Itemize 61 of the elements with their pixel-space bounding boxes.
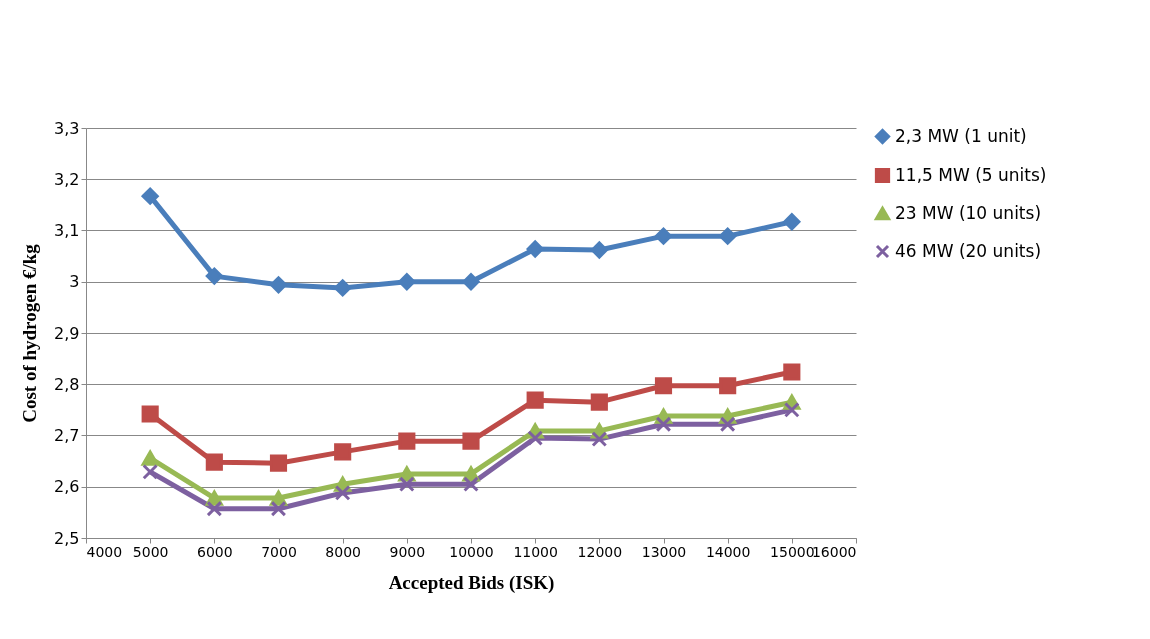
y-tick-label: 2,8 — [54, 374, 80, 394]
x-tick-label: 14000 — [705, 543, 751, 560]
y-tick-label: 3 — [69, 272, 80, 292]
x-tick-label: 10000 — [449, 543, 494, 560]
x-axis-title: Accepted Bids (ISK) — [388, 571, 555, 594]
y-tick-label: 2,5 — [54, 528, 80, 548]
point — [269, 454, 288, 472]
point — [398, 273, 416, 291]
point — [590, 393, 608, 411]
point — [527, 430, 544, 446]
point — [141, 405, 159, 423]
x-tick-label: 7000 — [261, 543, 297, 560]
x-tick-label: 9000 — [389, 543, 426, 560]
y-tick-label: 2,7 — [54, 426, 80, 445]
point — [398, 476, 415, 493]
y-axis-title: Cost of hydrogen €/kg — [19, 243, 41, 423]
point — [654, 377, 673, 395]
point — [205, 453, 223, 471]
legend-label: 2,3 MW (1 unit) — [895, 125, 1027, 146]
x-tick-label: 13000 — [641, 543, 687, 560]
x-tick-label: 4000 — [86, 543, 123, 560]
y-tick-label: 3,3 — [54, 118, 80, 138]
x-tick-label: 15000 — [770, 543, 815, 560]
point — [334, 485, 351, 501]
y-tick-label: 2,9 — [54, 323, 80, 343]
point — [526, 240, 544, 258]
point — [462, 273, 480, 291]
point — [783, 213, 801, 231]
point — [526, 391, 544, 409]
point — [334, 279, 352, 297]
x-tick-label: 12000 — [577, 543, 623, 560]
point — [462, 432, 480, 450]
x-tick-label: 11000 — [513, 543, 558, 560]
legend-label: 23 MW (10 units) — [895, 202, 1042, 223]
y-tick-label: 2,6 — [54, 477, 80, 497]
point — [655, 416, 672, 433]
point — [719, 377, 737, 395]
x-tick-label: 8000 — [325, 543, 361, 560]
point — [783, 363, 801, 381]
point — [463, 476, 479, 493]
legend-label: 46 MW (20 units) — [895, 240, 1042, 261]
point — [719, 227, 737, 245]
point — [591, 431, 608, 447]
y-tick-label: 3,2 — [54, 169, 80, 189]
point — [654, 227, 673, 245]
point — [206, 500, 223, 517]
y-tick-label: 3,1 — [54, 221, 80, 240]
x-tick-label: 6000 — [197, 543, 233, 560]
point — [141, 450, 159, 466]
point — [205, 267, 223, 285]
legend-label: 11,5 MW (5 units) — [895, 164, 1047, 185]
point — [590, 241, 608, 259]
point — [269, 276, 288, 294]
point — [398, 432, 416, 450]
x-tick-label: 5000 — [132, 543, 169, 560]
point — [142, 464, 159, 480]
point — [334, 443, 352, 461]
point — [270, 500, 287, 517]
point — [783, 402, 800, 418]
point — [719, 416, 736, 433]
point — [141, 187, 159, 205]
